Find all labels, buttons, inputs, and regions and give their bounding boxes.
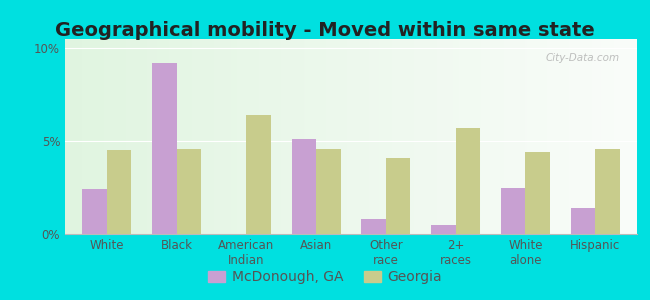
Bar xyxy=(246,115,271,234)
Bar xyxy=(501,188,525,234)
Bar xyxy=(316,148,341,234)
Bar xyxy=(177,148,201,234)
Bar xyxy=(456,128,480,234)
Text: Geographical mobility - Moved within same state: Geographical mobility - Moved within sam… xyxy=(55,21,595,40)
Bar xyxy=(83,189,107,234)
Bar xyxy=(292,139,316,234)
Legend: McDonough, GA, Georgia: McDonough, GA, Georgia xyxy=(202,265,448,290)
Bar xyxy=(152,63,177,234)
Bar xyxy=(571,208,595,234)
Bar xyxy=(595,148,619,234)
Bar xyxy=(525,152,550,234)
Bar xyxy=(386,158,410,234)
Bar xyxy=(431,225,456,234)
Bar xyxy=(107,150,131,234)
Bar xyxy=(361,219,386,234)
Text: City-Data.com: City-Data.com xyxy=(546,52,620,63)
